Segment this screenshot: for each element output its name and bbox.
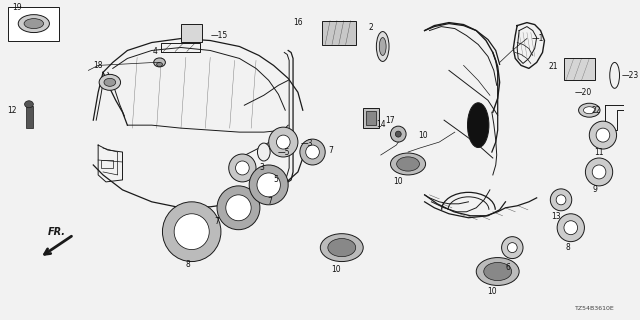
- Text: 13: 13: [551, 212, 561, 221]
- Circle shape: [174, 214, 209, 250]
- Circle shape: [557, 214, 584, 242]
- Ellipse shape: [99, 74, 120, 90]
- Ellipse shape: [397, 157, 419, 171]
- Ellipse shape: [467, 103, 489, 148]
- Ellipse shape: [18, 15, 49, 33]
- Circle shape: [502, 237, 523, 259]
- Bar: [26, 106, 33, 128]
- Text: 10: 10: [331, 265, 340, 274]
- Circle shape: [257, 173, 280, 197]
- Circle shape: [396, 131, 401, 137]
- Circle shape: [589, 121, 616, 149]
- Text: 10: 10: [394, 177, 403, 187]
- Ellipse shape: [24, 19, 44, 28]
- Text: 8: 8: [566, 243, 570, 252]
- Bar: [323, 20, 356, 44]
- Text: 5: 5: [273, 175, 278, 184]
- Text: —3: —3: [301, 139, 314, 148]
- Text: —23: —23: [621, 71, 639, 80]
- Text: 17: 17: [386, 116, 396, 125]
- Circle shape: [269, 127, 298, 157]
- Circle shape: [236, 161, 249, 175]
- Text: —20: —20: [575, 88, 592, 97]
- Text: 18: 18: [93, 61, 103, 70]
- Circle shape: [249, 165, 288, 205]
- Ellipse shape: [157, 62, 163, 67]
- Text: 16: 16: [293, 18, 303, 27]
- Text: TZ54B3610E: TZ54B3610E: [575, 306, 614, 311]
- Circle shape: [228, 154, 256, 182]
- Circle shape: [217, 186, 260, 230]
- Text: 10: 10: [418, 131, 428, 140]
- Circle shape: [276, 135, 290, 149]
- Text: 9: 9: [593, 185, 598, 194]
- Text: 6: 6: [505, 263, 510, 272]
- Text: 22: 22: [591, 106, 601, 115]
- Bar: [364, 108, 379, 128]
- Ellipse shape: [24, 101, 33, 108]
- Ellipse shape: [476, 258, 519, 285]
- Circle shape: [592, 165, 606, 179]
- Text: 19: 19: [12, 3, 22, 12]
- Ellipse shape: [579, 103, 600, 117]
- Text: 10: 10: [487, 287, 497, 296]
- Bar: [564, 59, 595, 80]
- Ellipse shape: [257, 143, 270, 161]
- Bar: [181, 24, 202, 42]
- Ellipse shape: [376, 32, 389, 61]
- Text: 12: 12: [7, 106, 16, 115]
- Text: —15: —15: [210, 31, 227, 40]
- Text: 2: 2: [368, 23, 373, 32]
- Circle shape: [390, 126, 406, 142]
- Ellipse shape: [104, 78, 116, 86]
- Circle shape: [306, 145, 319, 159]
- Text: —1: —1: [532, 34, 544, 43]
- Text: 3: 3: [259, 164, 264, 172]
- Circle shape: [163, 202, 221, 261]
- Ellipse shape: [328, 238, 356, 257]
- Circle shape: [556, 195, 566, 205]
- Text: 7: 7: [214, 217, 220, 226]
- Text: 14: 14: [376, 120, 385, 129]
- Ellipse shape: [154, 58, 165, 67]
- Text: 7: 7: [268, 197, 272, 206]
- Text: FR.: FR.: [48, 227, 66, 237]
- Ellipse shape: [380, 37, 386, 55]
- Bar: [101, 160, 113, 168]
- Ellipse shape: [253, 172, 264, 188]
- Circle shape: [226, 195, 251, 221]
- Text: 8: 8: [186, 260, 190, 269]
- Text: 21: 21: [548, 62, 558, 71]
- Ellipse shape: [484, 262, 511, 281]
- Circle shape: [300, 139, 325, 165]
- Ellipse shape: [321, 234, 364, 261]
- Ellipse shape: [390, 153, 426, 175]
- Ellipse shape: [584, 107, 595, 114]
- Circle shape: [550, 189, 572, 211]
- Text: 11: 11: [595, 148, 604, 156]
- Text: 4: 4: [152, 47, 157, 56]
- Text: —5: —5: [278, 148, 290, 156]
- Bar: [8, 7, 59, 41]
- Circle shape: [508, 243, 517, 252]
- Circle shape: [586, 158, 612, 186]
- Text: 7: 7: [328, 146, 333, 155]
- Circle shape: [564, 221, 578, 235]
- Circle shape: [596, 128, 610, 142]
- Bar: [366, 111, 376, 125]
